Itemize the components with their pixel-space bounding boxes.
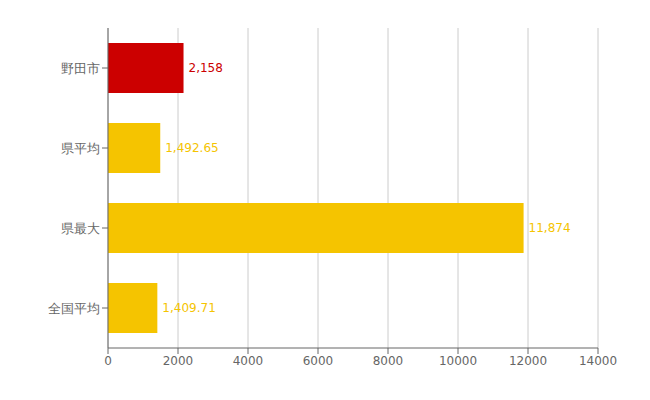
svg-text:県平均: 県平均 xyxy=(61,141,100,156)
svg-text:1,492.65: 1,492.65 xyxy=(165,141,218,155)
svg-text:6000: 6000 xyxy=(303,354,334,368)
svg-text:14000: 14000 xyxy=(579,354,617,368)
svg-text:0: 0 xyxy=(104,354,112,368)
svg-text:2000: 2000 xyxy=(163,354,194,368)
svg-text:11,874: 11,874 xyxy=(529,221,571,235)
svg-text:12000: 12000 xyxy=(509,354,547,368)
svg-text:全国平均: 全国平均 xyxy=(48,301,100,316)
svg-text:2,158: 2,158 xyxy=(189,61,223,75)
svg-text:8000: 8000 xyxy=(373,354,404,368)
svg-text:4000: 4000 xyxy=(233,354,264,368)
svg-text:県最大: 県最大 xyxy=(61,221,100,236)
svg-text:1,409.71: 1,409.71 xyxy=(162,301,215,315)
svg-text:10000: 10000 xyxy=(439,354,477,368)
svg-text:野田市: 野田市 xyxy=(61,61,100,76)
